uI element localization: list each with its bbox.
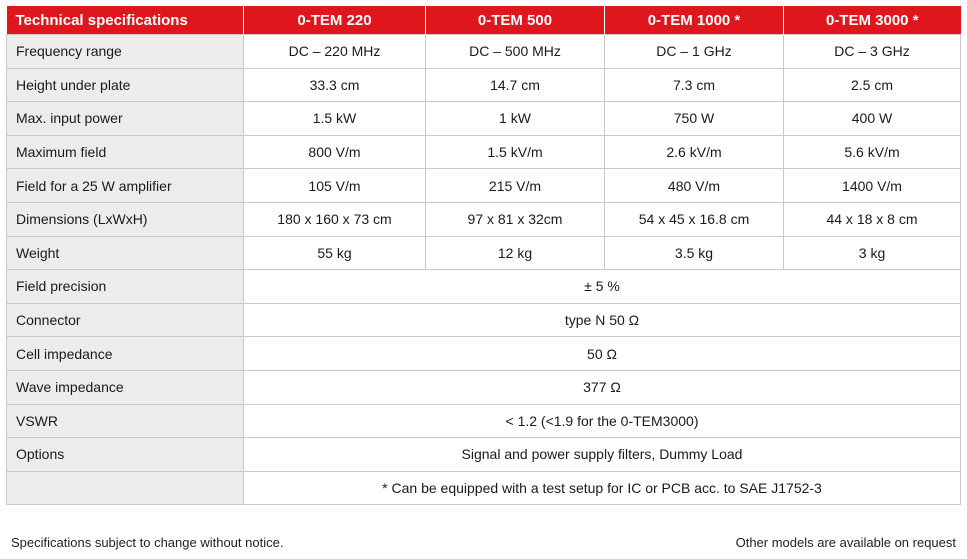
row-label: Field for a 25 W amplifier	[6, 168, 244, 203]
table-row: Height under plate 33.3 cm 14.7 cm 7.3 c…	[6, 67, 961, 103]
shared-cell-value: type N 50 Ω	[243, 302, 961, 338]
cell-value: 54 x 45 x 16.8 cm	[604, 201, 784, 237]
cell-value: 215 V/m	[425, 168, 605, 203]
model-header-0-tem-220: 0-TEM 220	[243, 6, 426, 35]
cell-value: 97 x 81 x 32cm	[425, 201, 605, 237]
shared-cell-value: Signal and power supply filters, Dummy L…	[243, 437, 961, 472]
cell-value: 55 kg	[243, 235, 426, 271]
cell-value: 105 V/m	[243, 168, 426, 203]
disclaimer-text: Specifications subject to change without…	[11, 535, 284, 550]
model-header-0-tem-3000: 0-TEM 3000 *	[783, 6, 961, 35]
cell-value: 3.5 kg	[604, 235, 784, 271]
table-row: Options Signal and power supply filters,…	[6, 437, 961, 472]
row-label: Connector	[6, 302, 244, 338]
row-label: Wave impedance	[6, 369, 244, 405]
cell-value: 2.6 kV/m	[604, 134, 784, 170]
model-header-0-tem-1000: 0-TEM 1000 *	[604, 6, 784, 35]
cell-value: 33.3 cm	[243, 67, 426, 103]
footnote-text: * Can be equipped with a test setup for …	[243, 470, 961, 506]
specifications-table: Technical specifications 0-TEM 220 0-TEM…	[6, 6, 961, 506]
row-label: Field precision	[6, 269, 244, 304]
table-row: Wave impedance 377 Ω	[6, 369, 961, 405]
cell-value: 14.7 cm	[425, 67, 605, 103]
cell-value: 12 kg	[425, 235, 605, 271]
row-label: Height under plate	[6, 67, 244, 103]
cell-value: 400 W	[783, 101, 961, 136]
model-header-0-tem-500: 0-TEM 500	[425, 6, 605, 35]
shared-cell-value: 50 Ω	[243, 336, 961, 371]
cell-value: DC – 220 MHz	[243, 34, 426, 69]
row-label: Options	[6, 437, 244, 472]
cell-value: 5.6 kV/m	[783, 134, 961, 170]
cell-value: 480 V/m	[604, 168, 784, 203]
cell-value: 1400 V/m	[783, 168, 961, 203]
cell-value: 44 x 18 x 8 cm	[783, 201, 961, 237]
table-row: Connector type N 50 Ω	[6, 302, 961, 338]
cell-value: 7.3 cm	[604, 67, 784, 103]
table-row: VSWR < 1.2 (<1.9 for the 0-TEM3000)	[6, 403, 961, 439]
row-label: Weight	[6, 235, 244, 271]
cell-value: 1 kW	[425, 101, 605, 136]
note-row: * Can be equipped with a test setup for …	[6, 470, 961, 506]
cell-value: 750 W	[604, 101, 784, 136]
table-row: Dimensions (LxWxH) 180 x 160 x 73 cm 97 …	[6, 201, 961, 237]
note-row-blank-cell	[6, 470, 244, 506]
row-label: Frequency range	[6, 34, 244, 69]
row-label: Max. input power	[6, 101, 244, 136]
table-row: Frequency range DC – 220 MHz DC – 500 MH…	[6, 34, 961, 69]
row-label: Cell impedance	[6, 336, 244, 371]
cell-value: 180 x 160 x 73 cm	[243, 201, 426, 237]
row-label: Maximum field	[6, 134, 244, 170]
shared-cell-value: ± 5 %	[243, 269, 961, 304]
table-row: Field for a 25 W amplifier 105 V/m 215 V…	[6, 168, 961, 203]
shared-cell-value: 377 Ω	[243, 369, 961, 405]
cell-value: 800 V/m	[243, 134, 426, 170]
cell-value: 1.5 kV/m	[425, 134, 605, 170]
table-row: Maximum field 800 V/m 1.5 kV/m 2.6 kV/m …	[6, 134, 961, 170]
table-row: Field precision ± 5 %	[6, 269, 961, 304]
cell-value: 1.5 kW	[243, 101, 426, 136]
row-label: VSWR	[6, 403, 244, 439]
availability-text: Other models are available on request	[735, 535, 956, 550]
table-row: Weight 55 kg 12 kg 3.5 kg 3 kg	[6, 235, 961, 271]
cell-value: 3 kg	[783, 235, 961, 271]
cell-value: 2.5 cm	[783, 67, 961, 103]
cell-value: DC – 1 GHz	[604, 34, 784, 69]
table-title: Technical specifications	[6, 6, 244, 35]
shared-cell-value: < 1.2 (<1.9 for the 0-TEM3000)	[243, 403, 961, 439]
row-label: Dimensions (LxWxH)	[6, 201, 244, 237]
header-row: Technical specifications 0-TEM 220 0-TEM…	[6, 6, 961, 35]
cell-value: DC – 3 GHz	[783, 34, 961, 69]
table-row: Max. input power 1.5 kW 1 kW 750 W 400 W	[6, 101, 961, 136]
cell-value: DC – 500 MHz	[425, 34, 605, 69]
table-row: Cell impedance 50 Ω	[6, 336, 961, 371]
